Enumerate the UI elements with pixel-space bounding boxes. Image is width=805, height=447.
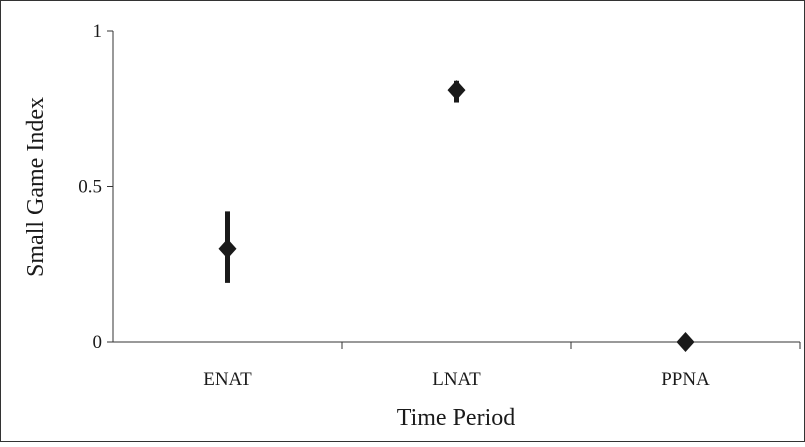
y-tick-label: 1: [93, 21, 103, 42]
y-tick-label: 0: [93, 332, 103, 353]
x-tick-label: ENAT: [203, 369, 252, 390]
y-axis-label: Small Game Index: [23, 97, 49, 277]
data-point-enat: [218, 238, 237, 259]
x-tick-label: PPNA: [661, 369, 710, 390]
x-tick-label: LNAT: [432, 369, 481, 390]
y-tick-label: 0.5: [78, 177, 102, 198]
data-marks: [218, 80, 695, 352]
data-point-lnat: [447, 80, 466, 101]
data-point-ppna: [676, 332, 695, 352]
x-axis-label: Time Period: [397, 405, 515, 431]
